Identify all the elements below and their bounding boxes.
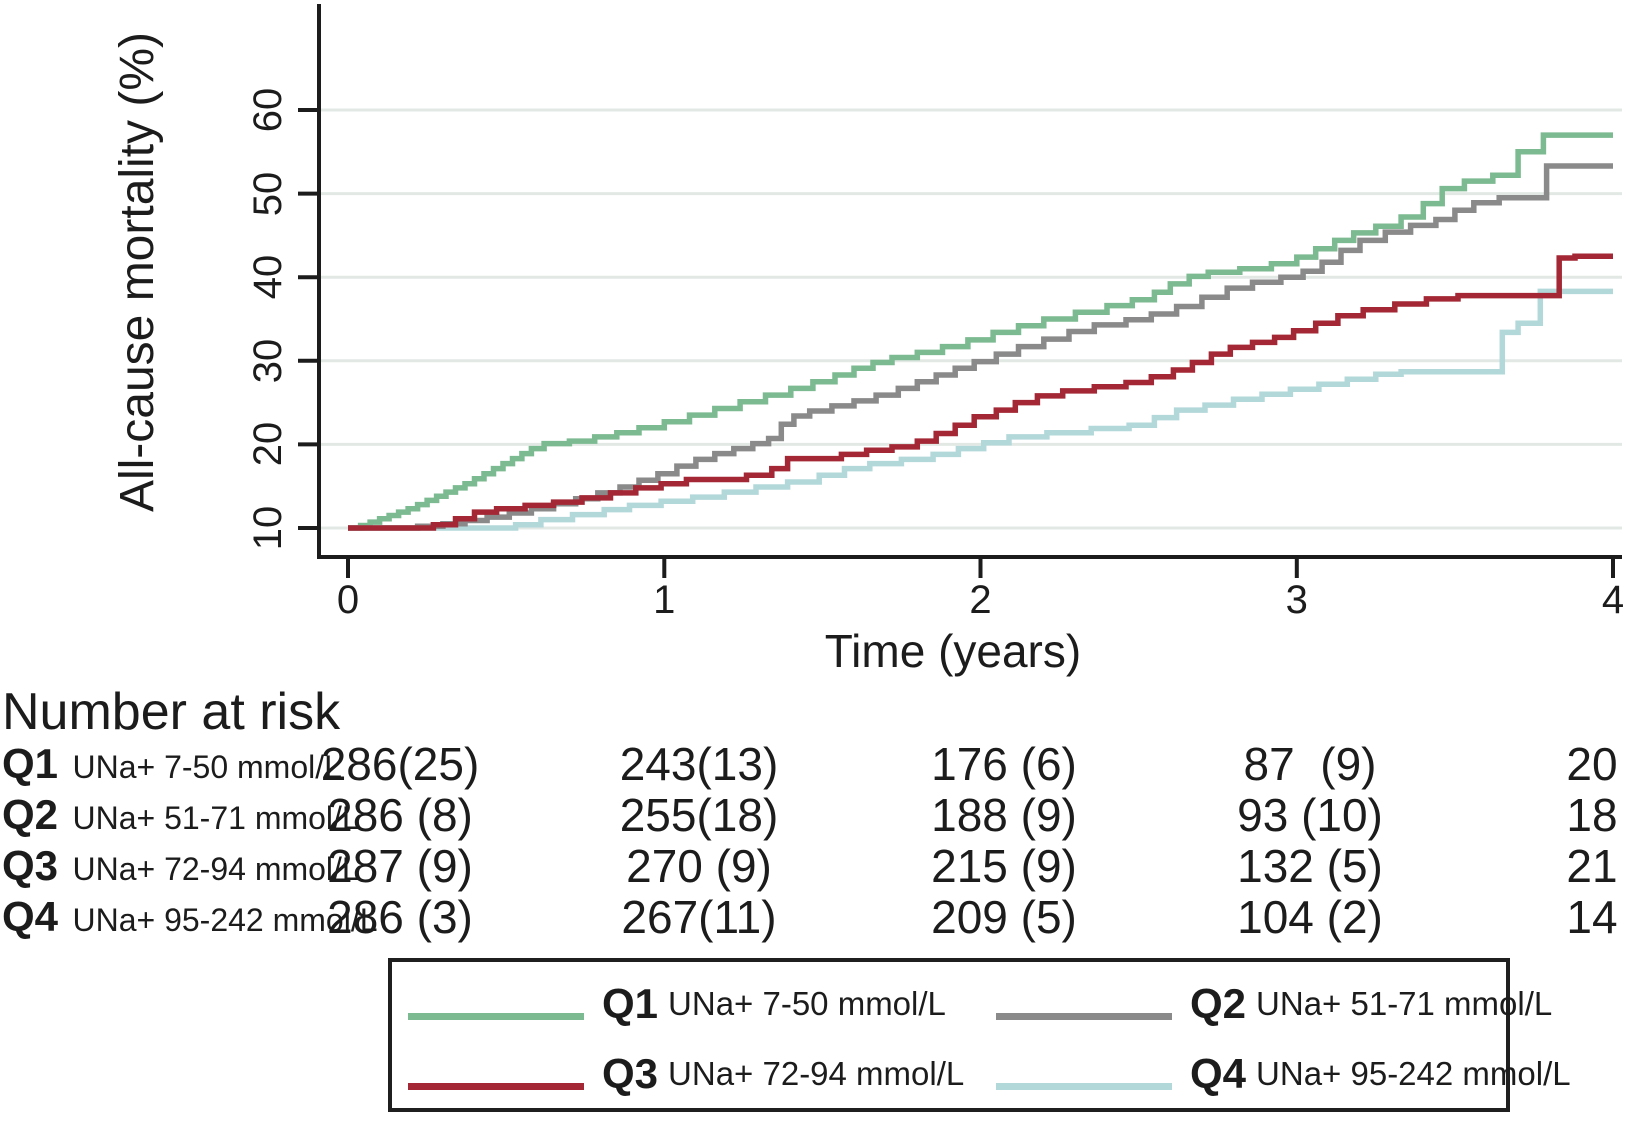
risk-row-label: Q2 UNa+ 51-71 mmol/L: [2, 789, 360, 841]
legend-item-q2: Q2 UNa+ 51-71 mmol/L: [996, 974, 1552, 1034]
q4-line-swatch: [996, 1082, 1172, 1090]
risk-count: 286 (3): [327, 891, 473, 943]
risk-row-q1: Q1 UNa+ 7-50 mmol/L 286(25) 243(13) 176 …: [0, 738, 1633, 790]
risk-count: 287 (9): [327, 840, 473, 892]
risk-count: 209 (5): [931, 891, 1077, 943]
risk-row-q4: Q4 UNa+ 95-242 mmol/L 286 (3) 267(11) 20…: [0, 891, 1633, 943]
legend-range-label: UNa+ 72-94 mmol/L: [668, 1055, 965, 1092]
quartile-range: UNa+ 7-50 mmol/L: [72, 749, 342, 785]
x-axis-title: Time (years): [824, 625, 1082, 677]
legend-q-label: Q3: [602, 1050, 659, 1097]
q1-line-swatch: [408, 1012, 584, 1020]
risk-count: 270 (9): [626, 840, 772, 892]
km-curve-q4: [348, 288, 1613, 531]
risk-count: 243(13): [619, 738, 779, 790]
risk-count: 132 (5): [1237, 840, 1383, 892]
quartile-range: UNa+ 95-242 mmol/L: [72, 902, 378, 938]
y-tick-label: 30: [246, 338, 290, 384]
legend-q-label: Q4: [1190, 1050, 1247, 1097]
risk-table-title: Number at risk: [2, 683, 341, 741]
km-curve-q3: [348, 253, 1613, 531]
legend-item-q4: Q4 UNa+ 95-242 mmol/L: [996, 1044, 1571, 1104]
risk-count: 18: [1566, 789, 1618, 841]
risk-count: 21: [1566, 840, 1618, 892]
risk-row-q3: Q3 UNa+ 72-94 mmol/L 287 (9) 270 (9) 215…: [0, 840, 1633, 892]
risk-count: 87 (9): [1243, 738, 1377, 790]
x-tick-label: 2: [969, 578, 992, 622]
risk-count: 14: [1566, 891, 1618, 943]
x-tick-label: 4: [1601, 578, 1625, 622]
q3-line-swatch: [408, 1082, 584, 1090]
risk-row-label: Q1 UNa+ 7-50 mmol/L: [2, 738, 342, 790]
risk-count: 267(11): [621, 891, 777, 943]
y-tick-label: 10: [246, 505, 290, 551]
risk-count: 93 (10): [1237, 789, 1383, 841]
risk-count: 20: [1566, 738, 1618, 790]
y-tick-label: 20: [246, 422, 290, 467]
risk-count: 188 (9): [931, 789, 1077, 841]
risk-row-label: Q3 UNa+ 72-94 mmol/L: [2, 840, 360, 892]
y-tick-label: 50: [246, 171, 290, 216]
legend-range-label: UNa+ 7-50 mmol/L: [668, 985, 946, 1022]
quartile-range: UNa+ 51-71 mmol/L: [72, 800, 360, 836]
x-tick-label: 1: [653, 578, 676, 622]
y-tick-label: 40: [246, 254, 290, 300]
risk-count: 255(18): [619, 789, 779, 841]
km-curve-q2: [348, 163, 1613, 531]
quartile-range: UNa+ 72-94 mmol/L: [72, 851, 360, 887]
risk-row-q2: Q2 UNa+ 51-71 mmol/L 286 (8) 255(18) 188…: [0, 789, 1633, 841]
legend-range-label: UNa+ 51-71 mmol/L: [1256, 985, 1553, 1022]
quartile-label: Q3: [2, 842, 59, 889]
quartile-label: Q4: [2, 893, 59, 940]
y-axis-title: All-cause mortality (%): [111, 31, 164, 513]
legend-box: Q1 UNa+ 7-50 mmol/L Q2 UNa+ 51-71 mmol/L…: [388, 958, 1571, 1112]
legend-range-label: UNa+ 95-242 mmol/L: [1256, 1055, 1571, 1092]
km-curve-q1: [348, 132, 1613, 531]
risk-count: 286(25): [320, 738, 480, 790]
quartile-label: Q2: [2, 791, 59, 838]
quartile-label: Q1: [2, 740, 59, 787]
risk-count: 104 (2): [1237, 891, 1383, 943]
x-tick-label: 0: [336, 578, 360, 622]
x-tick-label: 3: [1285, 578, 1308, 622]
risk-count: 176 (6): [931, 738, 1077, 790]
risk-row-label: Q4 UNa+ 95-242 mmol/L: [2, 891, 378, 943]
risk-count: 286 (8): [327, 789, 473, 841]
risk-count: 215 (9): [931, 840, 1077, 892]
legend-q-label: Q1: [602, 980, 659, 1027]
legend-item-q1: Q1 UNa+ 7-50 mmol/L: [408, 974, 946, 1034]
km-plot-canvas: [298, 4, 1622, 578]
legend-item-q3: Q3 UNa+ 72-94 mmol/L: [408, 1044, 964, 1104]
y-tick-label: 60: [246, 87, 290, 133]
legend-q-label: Q2: [1190, 980, 1247, 1027]
q2-line-swatch: [996, 1012, 1172, 1020]
